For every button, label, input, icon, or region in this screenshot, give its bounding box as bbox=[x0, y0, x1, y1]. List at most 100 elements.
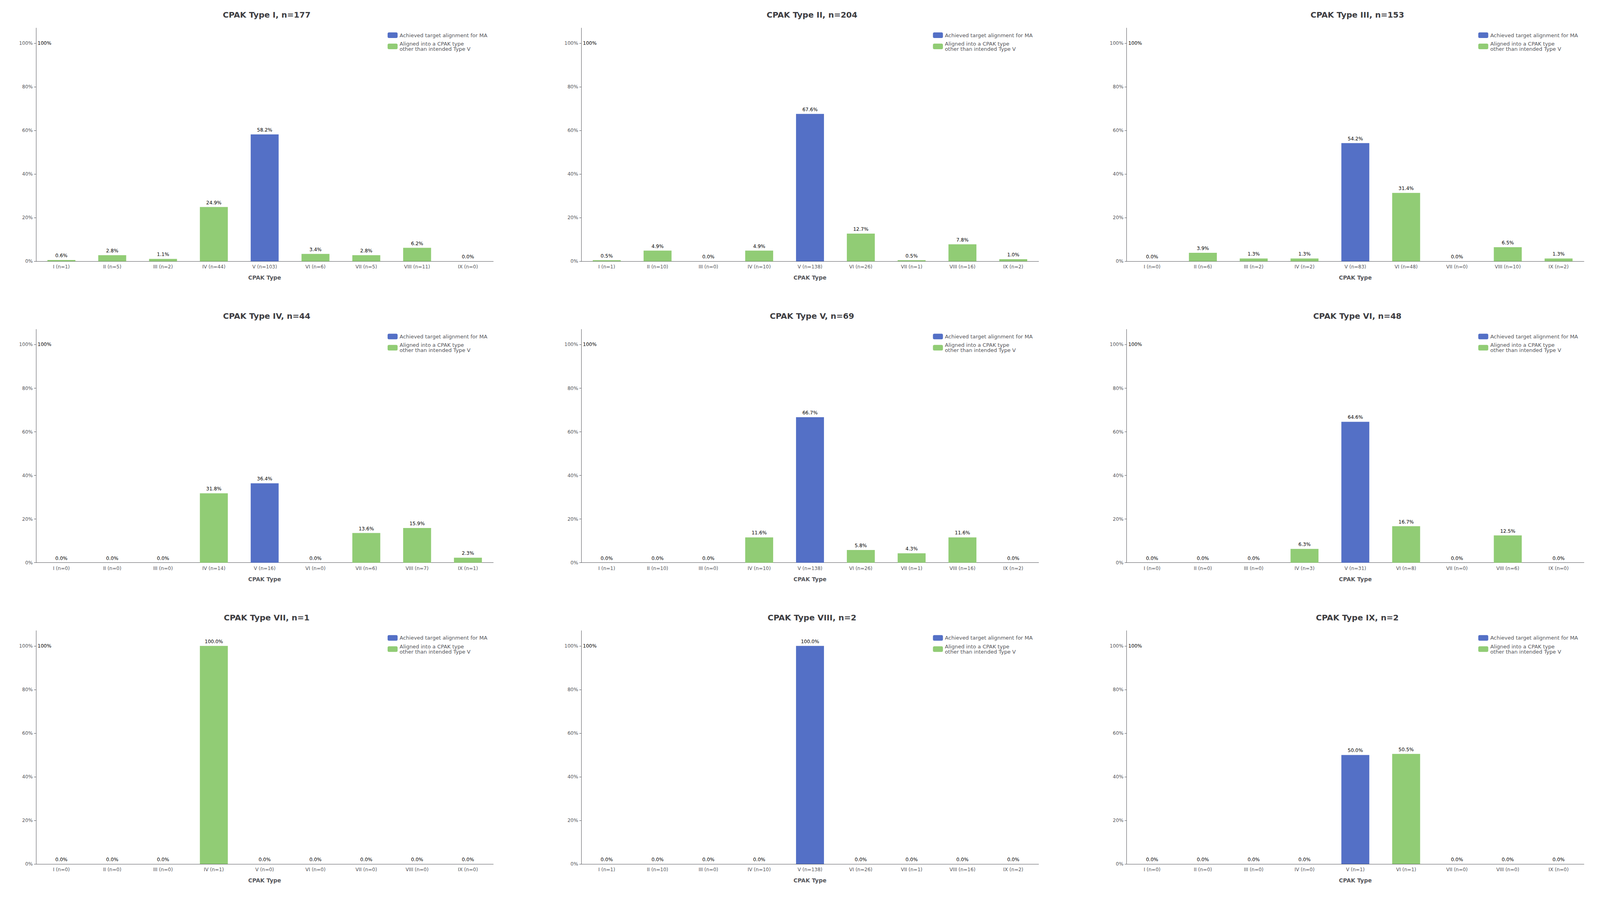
svg-text:0.0%: 0.0% bbox=[106, 555, 119, 562]
svg-text:0.0%: 0.0% bbox=[360, 856, 373, 863]
svg-text:VII (n=1): VII (n=1) bbox=[900, 565, 923, 572]
svg-text:other than intended Type V: other than intended Type V bbox=[1490, 46, 1562, 52]
svg-text:V (n=16): V (n=16) bbox=[254, 565, 276, 572]
svg-text:0.0%: 0.0% bbox=[309, 856, 322, 863]
svg-text:VIII (n=16): VIII (n=16) bbox=[949, 264, 976, 270]
svg-text:VI (n=26): VI (n=26) bbox=[849, 565, 873, 572]
svg-text:VII (n=0): VII (n=0) bbox=[1446, 866, 1468, 873]
svg-text:IV (n=1): IV (n=1) bbox=[204, 866, 224, 873]
svg-text:100.0%: 100.0% bbox=[800, 638, 820, 645]
svg-text:0.0%: 0.0% bbox=[905, 856, 918, 863]
svg-text:III (n=0): III (n=0) bbox=[1244, 565, 1264, 572]
svg-text:0.0%: 0.0% bbox=[309, 555, 322, 562]
svg-text:100%: 100% bbox=[37, 643, 52, 649]
svg-text:CPAK Type: CPAK Type bbox=[793, 877, 827, 884]
svg-text:1.0%: 1.0% bbox=[1007, 252, 1020, 258]
svg-text:100%: 100% bbox=[1109, 341, 1124, 348]
svg-text:VIII (n=0): VIII (n=0) bbox=[405, 866, 429, 873]
svg-text:VIII (n=0): VIII (n=0) bbox=[1496, 866, 1520, 873]
svg-text:24.9%: 24.9% bbox=[206, 200, 222, 206]
svg-text:0.0%: 0.0% bbox=[956, 856, 969, 863]
svg-text:other than intended Type V: other than intended Type V bbox=[399, 46, 471, 52]
svg-text:0.0%: 0.0% bbox=[106, 856, 119, 863]
svg-text:V (n=31): V (n=31) bbox=[1344, 565, 1366, 572]
svg-text:6.5%: 6.5% bbox=[1501, 240, 1514, 246]
svg-text:Achieved target alignment for: Achieved target alignment for MA bbox=[399, 333, 488, 340]
svg-text:IX (n=2): IX (n=2) bbox=[1003, 264, 1024, 270]
svg-text:Achieved target alignment for: Achieved target alignment for MA bbox=[944, 32, 1033, 39]
svg-text:0%: 0% bbox=[25, 258, 33, 264]
svg-text:100%: 100% bbox=[37, 341, 52, 348]
svg-text:36.4%: 36.4% bbox=[257, 476, 273, 482]
svg-text:VIII (n=16): VIII (n=16) bbox=[949, 866, 976, 873]
svg-text:IV (n=44): IV (n=44) bbox=[202, 264, 226, 270]
svg-text:0%: 0% bbox=[570, 560, 578, 566]
svg-text:0.0%: 0.0% bbox=[1007, 555, 1020, 562]
svg-text:40%: 40% bbox=[567, 171, 579, 177]
svg-text:0.0%: 0.0% bbox=[1196, 555, 1210, 562]
svg-text:V (n=103): V (n=103) bbox=[252, 264, 278, 270]
svg-text:other than intended Type V: other than intended Type V bbox=[944, 46, 1016, 52]
svg-text:80%: 80% bbox=[22, 385, 33, 392]
svg-text:0.0%: 0.0% bbox=[651, 555, 664, 562]
svg-text:IV (n=10): IV (n=10) bbox=[747, 565, 771, 572]
svg-text:60%: 60% bbox=[22, 730, 33, 736]
svg-text:31.8%: 31.8% bbox=[206, 486, 222, 492]
svg-text:1.3%: 1.3% bbox=[1247, 251, 1260, 257]
svg-text:0.0%: 0.0% bbox=[156, 555, 170, 562]
svg-text:other than intended Type V: other than intended Type V bbox=[944, 648, 1016, 655]
svg-text:0.0%: 0.0% bbox=[1450, 555, 1464, 562]
svg-text:CPAK Type IV, n=44: CPAK Type IV, n=44 bbox=[223, 311, 311, 321]
svg-text:0.0%: 0.0% bbox=[651, 856, 664, 863]
svg-text:15.9%: 15.9% bbox=[409, 520, 425, 527]
svg-text:20%: 20% bbox=[22, 516, 33, 522]
svg-text:100%: 100% bbox=[1128, 40, 1142, 46]
svg-text:40%: 40% bbox=[1112, 171, 1124, 177]
svg-text:IX (n=2): IX (n=2) bbox=[1548, 264, 1569, 270]
svg-text:I (n=0): I (n=0) bbox=[53, 866, 70, 873]
svg-text:VI (n=48): VI (n=48) bbox=[1394, 264, 1418, 270]
svg-text:IX (n=0): IX (n=0) bbox=[1548, 565, 1569, 572]
svg-text:40%: 40% bbox=[567, 774, 579, 780]
svg-text:VII (n=5): VII (n=5) bbox=[355, 264, 378, 270]
svg-text:VI (n=26): VI (n=26) bbox=[849, 264, 873, 270]
svg-text:0.0%: 0.0% bbox=[1007, 856, 1020, 863]
svg-text:3.4%: 3.4% bbox=[309, 246, 322, 253]
svg-text:0.0%: 0.0% bbox=[55, 856, 68, 863]
svg-text:CPAK Type III, n=153: CPAK Type III, n=153 bbox=[1310, 10, 1404, 20]
svg-text:50.5%: 50.5% bbox=[1398, 746, 1414, 753]
svg-text:CPAK Type: CPAK Type bbox=[248, 576, 281, 583]
svg-text:Achieved target alignment for: Achieved target alignment for MA bbox=[1490, 32, 1578, 39]
svg-text:VI (n=0): VI (n=0) bbox=[305, 565, 326, 572]
svg-text:66.7%: 66.7% bbox=[802, 410, 818, 416]
svg-text:100%: 100% bbox=[1128, 341, 1142, 348]
svg-text:0.0%: 0.0% bbox=[1450, 856, 1464, 863]
svg-text:III (n=0): III (n=0) bbox=[153, 866, 173, 873]
svg-text:40%: 40% bbox=[22, 171, 33, 177]
svg-text:0.0%: 0.0% bbox=[1146, 856, 1159, 863]
svg-text:VIII (n=10): VIII (n=10) bbox=[1494, 264, 1521, 270]
svg-text:V (n=1): V (n=1) bbox=[1346, 866, 1365, 873]
svg-text:IX (n=1): IX (n=1) bbox=[458, 565, 478, 572]
svg-text:80%: 80% bbox=[22, 686, 33, 693]
svg-text:20%: 20% bbox=[567, 817, 579, 824]
svg-text:0.0%: 0.0% bbox=[462, 254, 475, 260]
svg-text:II (n=0): II (n=0) bbox=[103, 565, 122, 572]
svg-text:16.7%: 16.7% bbox=[1398, 519, 1414, 525]
svg-text:IX (n=0): IX (n=0) bbox=[1548, 866, 1569, 873]
svg-text:40%: 40% bbox=[1112, 472, 1124, 479]
svg-text:64.6%: 64.6% bbox=[1347, 414, 1363, 420]
svg-text:CPAK Type V, n=69: CPAK Type V, n=69 bbox=[770, 311, 855, 321]
svg-text:CPAK Type: CPAK Type bbox=[1338, 576, 1372, 583]
svg-text:II (n=10): II (n=10) bbox=[646, 264, 668, 270]
svg-text:VII (n=0): VII (n=0) bbox=[1446, 264, 1468, 270]
svg-text:2.8%: 2.8% bbox=[106, 248, 119, 254]
svg-text:VI (n=8): VI (n=8) bbox=[1396, 565, 1416, 572]
svg-text:100%: 100% bbox=[1109, 643, 1124, 649]
svg-text:0.5%: 0.5% bbox=[600, 253, 614, 259]
svg-text:Achieved target alignment for: Achieved target alignment for MA bbox=[1490, 333, 1578, 340]
svg-text:CPAK Type: CPAK Type bbox=[1338, 274, 1372, 281]
svg-text:0.0%: 0.0% bbox=[702, 555, 715, 562]
svg-text:I (n=1): I (n=1) bbox=[598, 264, 616, 270]
svg-text:13.6%: 13.6% bbox=[358, 526, 374, 532]
